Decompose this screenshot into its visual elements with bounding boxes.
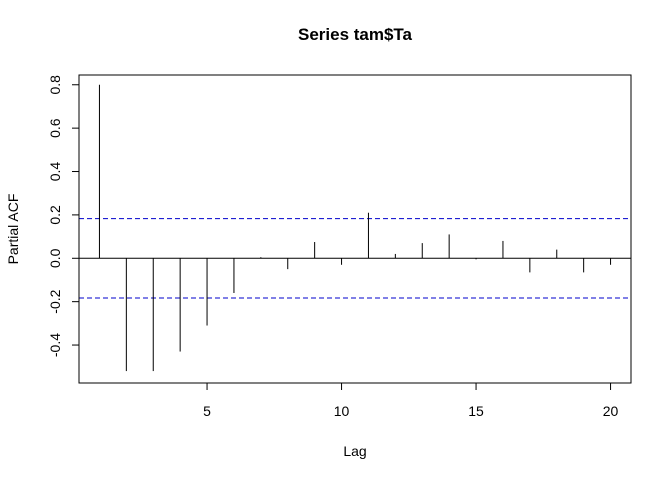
x-axis-label: Lag — [343, 443, 366, 459]
y-tick-label: -0.4 — [47, 333, 63, 357]
y-axis: -0.4 -0.2 0.0 0.2 0.4 0.6 0.8 — [47, 75, 79, 357]
y-tick-label: 0.4 — [47, 162, 63, 182]
x-tick-label: 20 — [603, 403, 619, 419]
y-axis-label: Partial ACF — [5, 194, 21, 265]
y-tick-label: 0.6 — [47, 118, 63, 138]
x-tick-label: 5 — [203, 403, 211, 419]
x-tick-label: 10 — [334, 403, 350, 419]
y-tick-label: 0.2 — [47, 205, 63, 225]
plot-area — [79, 84, 631, 372]
y-tick-label: -0.2 — [47, 289, 63, 313]
y-tick-label: 0.8 — [47, 75, 63, 95]
x-axis: 5 10 15 20 — [203, 383, 619, 419]
chart-title: Series tam$Ta — [298, 25, 413, 44]
plot-frame — [78, 74, 632, 384]
y-tick-label: 0.0 — [47, 248, 63, 268]
x-tick-label: 15 — [468, 403, 484, 419]
